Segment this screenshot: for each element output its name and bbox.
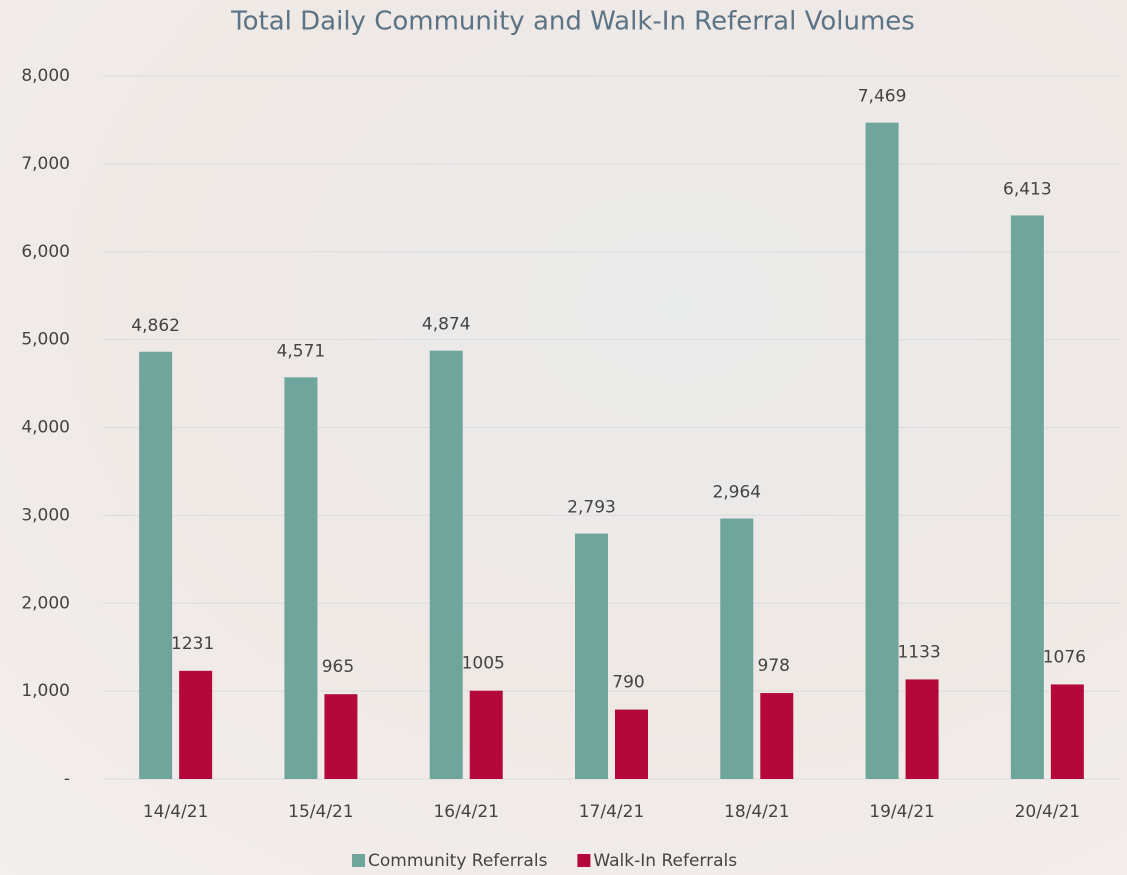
bar (720, 518, 754, 779)
y-tick-label: 4,000 (21, 418, 70, 438)
bar (1010, 215, 1044, 779)
x-tick-label: 14/4/21 (143, 802, 209, 822)
y-tick-label: 2,000 (21, 593, 70, 613)
bar (324, 694, 358, 779)
data-label: 4,874 (422, 315, 471, 335)
bar (760, 693, 794, 779)
bar (865, 122, 899, 779)
x-tick-label: 17/4/21 (579, 802, 645, 822)
bar (469, 690, 503, 779)
bar (179, 670, 213, 779)
y-tick-label: 5,000 (21, 330, 70, 350)
legend-label: Community Referrals (368, 851, 548, 871)
y-tick-label: 6,000 (21, 242, 70, 262)
x-tick-label: 20/4/21 (1015, 802, 1081, 822)
x-tick-label: 18/4/21 (724, 802, 790, 822)
y-tick-label: 3,000 (21, 505, 70, 525)
data-label: 1005 (462, 654, 505, 674)
x-tick-label: 16/4/21 (433, 802, 499, 822)
x-tick-label: 15/4/21 (288, 802, 354, 822)
data-label: 978 (758, 656, 790, 676)
data-label: 6,413 (1003, 179, 1052, 199)
legend-label: Walk-In Referrals (593, 851, 737, 871)
data-label: 4,571 (277, 341, 326, 361)
y-tick-label: 7,000 (21, 154, 70, 174)
data-label: 7,469 (858, 87, 907, 107)
bar (905, 679, 939, 779)
y-tick-label: 1,000 (21, 681, 70, 701)
data-label: 1231 (171, 634, 214, 654)
data-label: 1133 (897, 642, 940, 662)
data-label: 4,862 (131, 316, 180, 336)
y-tick-label: 8,000 (21, 66, 70, 86)
data-label: 790 (612, 673, 644, 693)
y-tick-label: - (64, 769, 70, 789)
bar (429, 350, 463, 779)
bar (1050, 684, 1084, 779)
chart-title: Total Daily Community and Walk-In Referr… (230, 7, 915, 37)
bar (284, 377, 318, 779)
bar (575, 533, 608, 779)
bar (615, 709, 648, 779)
bar (139, 351, 173, 779)
data-label: 2,964 (712, 483, 761, 503)
legend-swatch (577, 854, 591, 867)
data-label: 2,793 (567, 498, 616, 518)
x-tick-label: 19/4/21 (869, 802, 935, 822)
data-label: 1076 (1043, 647, 1086, 667)
data-label: 965 (322, 657, 354, 677)
legend-swatch (352, 854, 365, 867)
